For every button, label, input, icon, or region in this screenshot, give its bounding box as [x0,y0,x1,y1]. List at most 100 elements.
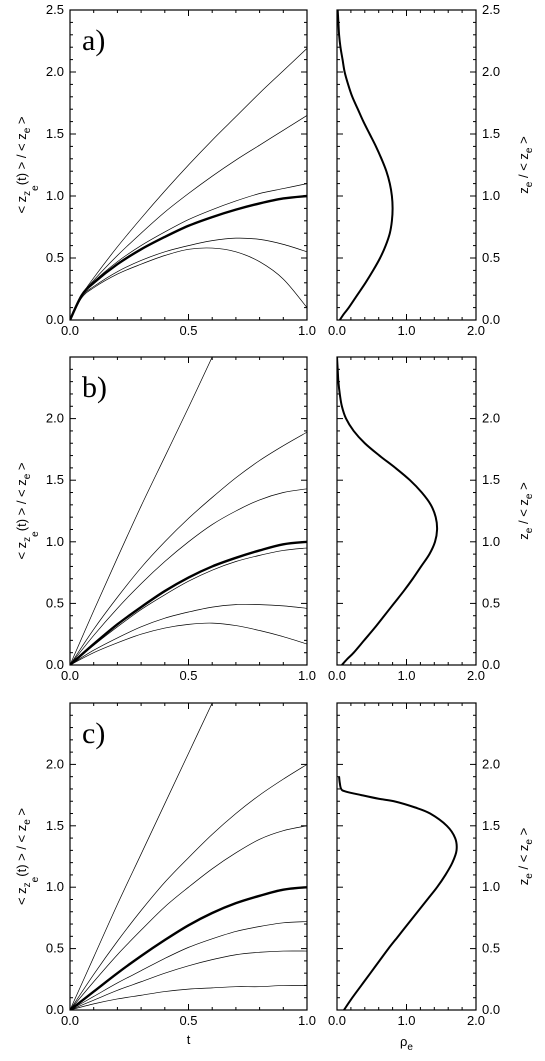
y-tick-label: 2.0 [46,411,64,426]
y-tick-label: 0.5 [46,250,64,265]
trajectory-line-2 [70,183,307,320]
y-tick-label: 2.0 [46,756,64,771]
trajectory-line-1 [70,431,307,665]
trajectory-line-5 [70,985,307,1010]
density-y-tick-label: 1.5 [482,126,500,141]
x-tick-label: 0.5 [179,668,197,683]
trajectory-plot-0: 0.0 0.5 1.0 1.5 2.0 2.5 0.0 0.5 1.0 a) < zze(t) > … [14,2,316,338]
panel-label: a) [82,24,105,57]
y-tick-label: 1.5 [46,472,64,487]
density-x-tick-label: 1.0 [397,668,415,683]
trajectory-line-1 [70,764,307,1010]
trajectory-line-3 [70,237,307,320]
density-y-tick-label: 2.0 [482,756,500,771]
density-plot-1: 0.00.51.01.52.00.0 1.0 2.0ze / < ze > [328,356,535,683]
mean-trajectory-line [70,886,307,1010]
y-tick-label: 2.5 [46,2,64,17]
x-tick-label: 1.0 [298,323,316,338]
trajectory-line-2 [70,488,307,665]
density-y-tick-label: 0.0 [482,312,500,327]
trajectory-line-4 [70,950,307,1010]
mean-trajectory-line [70,194,307,320]
density-y-tick-label: 0.5 [482,941,500,956]
x-tick-label: 1.0 [298,1013,316,1028]
density-line [337,357,439,665]
density-x-tick-label: 2.0 [467,323,485,338]
x-tick-label: 0.0 [61,1013,79,1028]
y-tick-label: 1.5 [46,818,64,833]
x-axis-label: t [187,1032,191,1047]
plot-frame [69,702,308,1011]
density-y-tick-label: 1.5 [482,472,500,487]
density-y-axis-label-1: ze / < ze > [516,482,535,539]
density-y-tick-label: 1.0 [482,188,500,203]
x-tick-label: 0.0 [61,668,79,683]
density-y-tick-label: 1.0 [482,879,500,894]
plot-frame [336,356,477,666]
y-tick-label: 1.5 [46,126,64,141]
x-tick-label: 0.0 [61,323,79,338]
y-tick-label: 0.5 [46,595,64,610]
series-group [70,357,307,665]
density-plot-2: 0.00.51.01.52.00.0 1.0 2.0ze / < ze >ρe [328,702,535,1053]
trajectory-line-0 [70,48,307,320]
density-x-tick-label: 0.0 [328,323,346,338]
y-tick-label: 1.0 [46,534,64,549]
density-series-group [338,776,458,1010]
series-group [70,703,307,1010]
density-y-tick-label: 1.5 [482,818,500,833]
density-y-axis-label-2: ze / < ze > [516,828,535,885]
panel-0: 0.0 0.5 1.0 1.5 2.0 2.5 0.0 0.5 1.0 a) < zze(t) > … [14,2,535,338]
panel-label: b) [82,371,107,404]
trajectory-line-0 [70,357,213,665]
y-axis-label-2: < zze(t) > / < ze > [14,808,41,905]
trajectory-line-2 [70,825,307,1010]
series-group [70,48,307,320]
density-plot-0: 0.0 0.5 1.0 1.5 2.0 2.5 0.0 1.0 2.0 ze / < ze > [328,2,535,338]
y-axis-label-1: < zze(t) > / < ze > [14,462,41,559]
density-x-tick-label: 0.0 [328,668,346,683]
density-y-tick-label: 2.5 [482,2,500,17]
trajectory-line-4 [70,604,307,665]
mean-trajectory-line [70,540,307,665]
x-tick-label: 0.5 [179,323,197,338]
trajectory-line-0 [70,703,213,1010]
density-y-axis-label-0: ze / < ze > [516,136,535,193]
y-axis-label-0: < zze(t) > / < ze > [14,116,41,213]
density-x-tick-label: 0.0 [328,1013,346,1028]
density-x-tick-label: 1.0 [397,323,415,338]
density-y-tick-label: 2.0 [482,411,500,426]
panel-2: 0.00.51.01.52.00.0 0.5 1.0c)< zze(t) > / <… [14,702,535,1053]
y-tick-label: 0.0 [46,657,64,672]
density-y-tick-label: 0.5 [482,595,500,610]
plot-frame [336,9,477,321]
trajectory-plot-1: 0.0 0.5 1.0 1.5 2.0 0.0 0.5 1.0 b) < zze(t) > / <… [14,356,316,683]
density-x-tick-label: 2.0 [467,1013,485,1028]
panel-1: 0.00.51.01.52.00.0 0.5 1.0b)< zze(t) > / <… [14,356,535,683]
trajectory-plot-2: 0.0 0.5 1.0 1.5 2.0 0.0 0.5 1.0 c) < zze(t) > / <… [14,702,316,1047]
density-series-group [337,357,439,665]
density-y-tick-label: 0.5 [482,250,500,265]
density-y-tick-label: 2.0 [482,64,500,79]
trajectory-line-1 [70,115,307,320]
y-tick-label: 0.5 [46,941,64,956]
y-tick-label: 0.0 [46,312,64,327]
density-line [338,776,458,1010]
density-series-group [337,10,394,320]
y-tick-label: 1.0 [46,188,64,203]
panel-label: c) [82,717,105,750]
y-tick-label: 0.0 [46,1002,64,1017]
x-tick-label: 1.0 [298,668,316,683]
density-x-axis-label: ρe [400,1034,413,1053]
trajectory-line-3 [70,921,307,1010]
x-tick-label: 0.5 [179,1013,197,1028]
trajectory-line-3 [70,547,307,665]
density-y-tick-label: 0.0 [482,1002,500,1017]
y-tick-label: 1.0 [46,879,64,894]
trajectory-line-4 [70,247,307,320]
density-x-tick-label: 1.0 [397,1013,415,1028]
density-x-tick-label: 2.0 [467,668,485,683]
trajectory-line-5 [70,622,307,665]
density-y-tick-label: 0.0 [482,657,500,672]
